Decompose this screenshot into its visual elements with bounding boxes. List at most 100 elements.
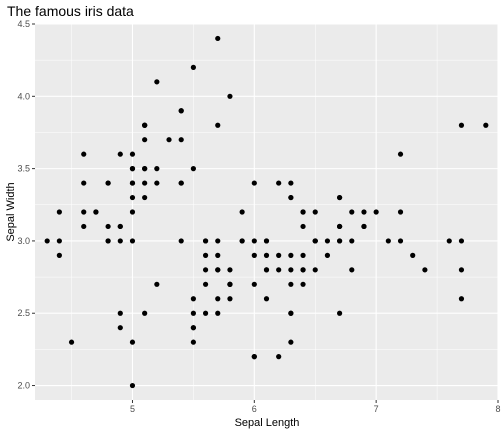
data-point <box>215 238 221 244</box>
data-point <box>190 64 196 70</box>
data-point <box>129 209 136 215</box>
y-axis-title: Sepal Width <box>5 182 17 241</box>
data-point <box>190 339 196 345</box>
data-point <box>288 281 294 287</box>
x-axis: 5 6 7 8 <box>130 400 501 414</box>
data-point <box>178 180 184 186</box>
data-point <box>105 180 111 186</box>
data-point <box>202 310 209 316</box>
data-point <box>300 209 306 215</box>
y-tick-label: 3.5 <box>17 164 30 174</box>
data-point <box>81 223 87 230</box>
data-point <box>81 209 87 215</box>
data-point <box>239 209 245 215</box>
y-tick-label: 4.5 <box>17 19 30 29</box>
x-tick-label: 6 <box>252 404 257 414</box>
y-tick-label: 2.0 <box>17 381 30 391</box>
data-point <box>93 209 99 215</box>
data-point <box>190 310 196 316</box>
data-point <box>288 339 294 345</box>
data-point <box>337 310 343 316</box>
data-point <box>56 209 62 215</box>
plot-panel <box>35 24 498 400</box>
data-point <box>68 339 75 345</box>
y-axis: 2.0 2.5 3.0 3.5 4.0 4.5 <box>17 19 35 391</box>
data-point <box>215 122 221 128</box>
data-point <box>202 252 209 258</box>
data-point <box>276 354 282 360</box>
data-point <box>397 238 404 244</box>
data-point <box>215 310 221 316</box>
data-point <box>56 238 62 244</box>
minor-gridlines <box>35 24 498 400</box>
data-point <box>44 238 50 244</box>
data-point <box>312 267 318 273</box>
data-point <box>129 238 136 244</box>
y-tick-label: 4.0 <box>17 91 30 101</box>
data-point <box>397 209 404 215</box>
data-point <box>251 281 257 287</box>
data-point <box>385 238 391 244</box>
data-point <box>142 194 148 201</box>
data-point <box>178 108 184 114</box>
data-point <box>202 281 209 287</box>
data-point <box>422 267 428 273</box>
data-point <box>117 223 123 230</box>
data-point <box>410 252 416 258</box>
data-point <box>215 252 221 258</box>
data-point <box>142 122 148 128</box>
data-point <box>251 238 257 244</box>
data-point <box>166 137 172 143</box>
data-point <box>288 252 294 258</box>
data-point <box>178 137 184 143</box>
x-tick-label: 5 <box>130 404 135 414</box>
x-tick-label: 8 <box>495 404 500 414</box>
data-point <box>215 35 221 42</box>
data-point <box>215 267 221 273</box>
data-point <box>117 151 123 157</box>
data-point <box>276 267 282 273</box>
data-point <box>105 238 111 244</box>
x-axis-title: Sepal Length <box>235 417 300 429</box>
y-tick-label: 3.0 <box>17 236 30 246</box>
data-point <box>190 296 196 302</box>
data-point <box>117 325 123 331</box>
data-point <box>361 209 367 215</box>
data-point <box>324 252 331 258</box>
data-point <box>129 151 136 157</box>
y-tick-label: 2.5 <box>17 308 30 318</box>
data-point <box>190 325 196 331</box>
chart-title: The famous iris data <box>7 3 134 19</box>
data-point <box>142 166 148 172</box>
data-point <box>276 180 282 186</box>
data-point <box>129 339 136 345</box>
data-point <box>263 238 270 244</box>
data-point <box>81 151 87 157</box>
data-point <box>458 122 465 128</box>
data-point <box>56 252 62 258</box>
data-point <box>190 166 196 172</box>
data-point <box>227 296 233 302</box>
x-tick-label: 7 <box>374 404 379 414</box>
data-point <box>178 238 184 244</box>
data-point <box>458 238 465 244</box>
data-point <box>446 238 452 244</box>
data-point <box>227 267 233 273</box>
data-point <box>324 238 331 244</box>
data-point <box>105 223 111 230</box>
data-point <box>288 180 294 186</box>
data-point <box>117 310 123 316</box>
data-point <box>288 267 294 273</box>
data-point <box>276 252 282 258</box>
data-point <box>288 194 294 201</box>
data-point <box>349 238 355 244</box>
data-point <box>300 267 306 273</box>
data-point <box>142 180 148 186</box>
data-point <box>154 180 160 186</box>
data-point <box>129 166 136 172</box>
data-point <box>129 382 136 389</box>
data-points <box>44 35 489 389</box>
data-point <box>142 310 148 316</box>
data-point <box>349 209 355 215</box>
